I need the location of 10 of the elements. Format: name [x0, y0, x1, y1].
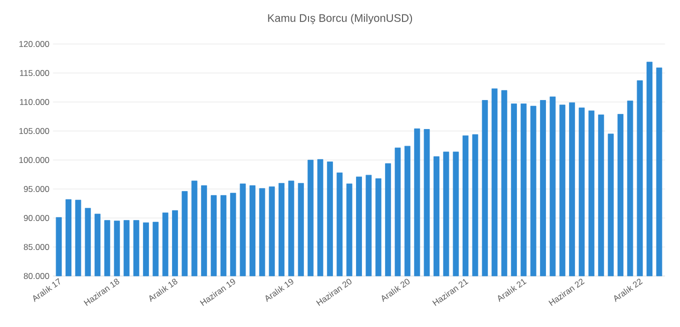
y-tick-label: 90.000 — [24, 214, 50, 222]
chart-title: Kamu Dış Borcu (MilyonUSD) — [268, 14, 412, 24]
y-tick-label: 100.000 — [19, 156, 50, 164]
y-tick-label: 115.000 — [20, 70, 50, 76]
y-tick-label: 110.000 — [20, 98, 50, 106]
y-tick-label: 85.000 — [24, 244, 50, 250]
y-tick-label: 95.000 — [24, 186, 50, 192]
y-tick-label: 80.000 — [24, 272, 50, 280]
y-tick-label: 105.000 — [19, 128, 50, 134]
y-tick-label: 120.000 — [19, 40, 50, 48]
